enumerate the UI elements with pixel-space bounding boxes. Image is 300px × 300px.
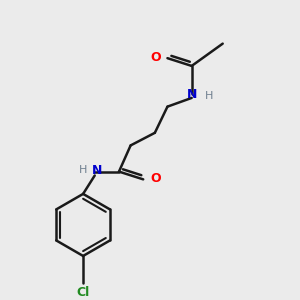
Text: Cl: Cl xyxy=(76,286,90,299)
Text: N: N xyxy=(187,88,197,100)
Text: H: H xyxy=(205,91,214,101)
Text: O: O xyxy=(150,51,161,64)
Text: O: O xyxy=(150,172,160,185)
Text: H: H xyxy=(79,165,87,175)
Text: N: N xyxy=(92,164,102,177)
